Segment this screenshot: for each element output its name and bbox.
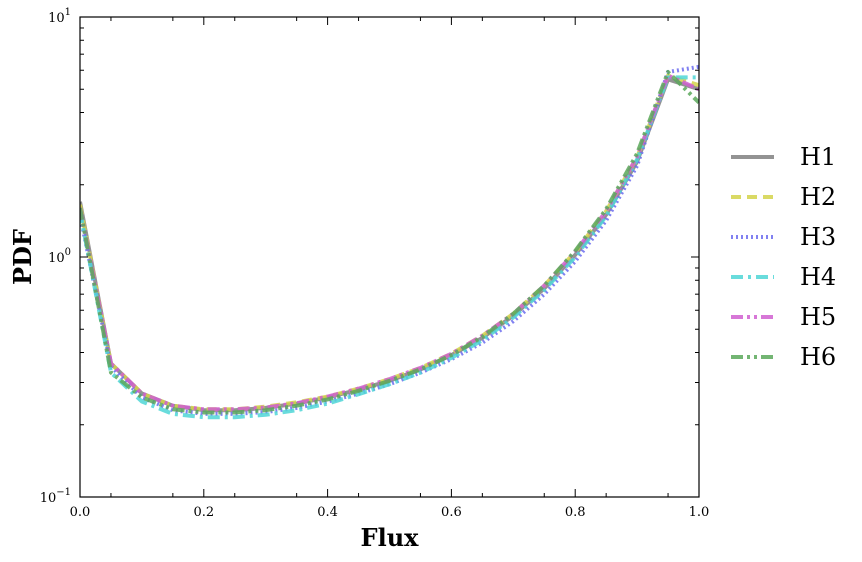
series-line-h3 <box>80 64 699 416</box>
y-axis-label: PDF <box>8 229 37 285</box>
x-tick-label: 0.0 <box>70 505 91 520</box>
x-tick-label: 0.6 <box>441 505 462 520</box>
series-line-h2 <box>80 73 699 412</box>
x-tick-label: 0.2 <box>193 505 214 520</box>
legend: H1 H2 H3 H4 H5 H6 <box>731 143 836 371</box>
legend-label-h6: H6 <box>800 343 836 371</box>
legend-label-h3: H3 <box>800 223 836 251</box>
series-line-h6 <box>80 70 699 415</box>
y-tick-label: 100 <box>48 247 71 266</box>
y-tick-label: 101 <box>48 7 71 26</box>
series-layer <box>80 64 699 420</box>
series-line-h5 <box>80 73 699 412</box>
x-tick-label: 0.8 <box>565 505 586 520</box>
legend-label-h1: H1 <box>800 143 836 171</box>
legend-label-h5: H5 <box>800 303 836 331</box>
x-axis-label: Flux <box>361 523 420 552</box>
legend-label-h2: H2 <box>800 183 836 211</box>
series-line-h4 <box>80 75 699 420</box>
ticks-layer: 0.0 0.2 0.4 0.6 0.8 1.0 10−1 100 101 <box>40 7 710 520</box>
x-tick-label: 1.0 <box>689 505 710 520</box>
y-tick-label: 10−1 <box>40 487 71 506</box>
legend-label-h4: H4 <box>800 263 836 291</box>
series-line-h1 <box>80 77 699 413</box>
x-tick-label: 0.4 <box>317 505 338 520</box>
plot-frame <box>79 16 700 498</box>
